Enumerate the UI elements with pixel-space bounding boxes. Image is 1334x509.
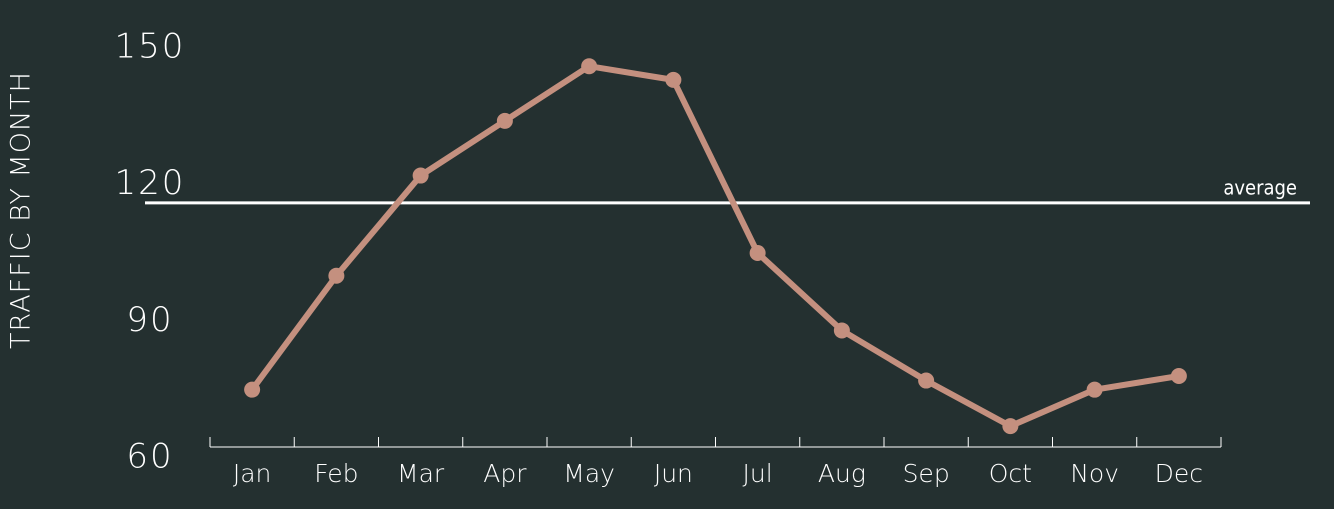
- x-tick-label: Oct: [989, 459, 1032, 488]
- point: [1170, 368, 1187, 384]
- point: [1086, 381, 1103, 398]
- point: [581, 58, 598, 75]
- point: [496, 112, 513, 129]
- line: [249, 63, 1180, 430]
- x-tick-label: Jan: [233, 459, 272, 488]
- point: [833, 322, 850, 339]
- x-tick-label: Sep: [903, 459, 950, 488]
- x-tick-label: Jul: [743, 459, 773, 488]
- x-tick-label: Mar: [397, 459, 445, 488]
- x-tick-label: Apr: [483, 459, 527, 488]
- x-tick-label: May: [563, 459, 615, 488]
- x-tick-label: Nov: [1070, 459, 1119, 488]
- point: [412, 167, 429, 184]
- y-tick-label: 120: [115, 163, 186, 203]
- point: [665, 71, 682, 88]
- reference-label: average: [1223, 175, 1297, 199]
- point: [244, 381, 261, 398]
- point: [918, 372, 935, 389]
- point: [328, 267, 345, 284]
- x-tick-label: Jun: [654, 459, 693, 488]
- point: [749, 245, 766, 261]
- y-tick-label: 150: [115, 27, 186, 67]
- point: [1002, 418, 1019, 435]
- x-tick-label: Feb: [314, 459, 358, 488]
- x-tick-label: Aug: [818, 459, 866, 488]
- y-tick-label: 90: [126, 300, 173, 340]
- x-tick-label: Dec: [1155, 459, 1203, 488]
- y-tick-label: 60: [126, 437, 173, 477]
- chart-title: TRAFFIC BY MONTH: [6, 71, 37, 349]
